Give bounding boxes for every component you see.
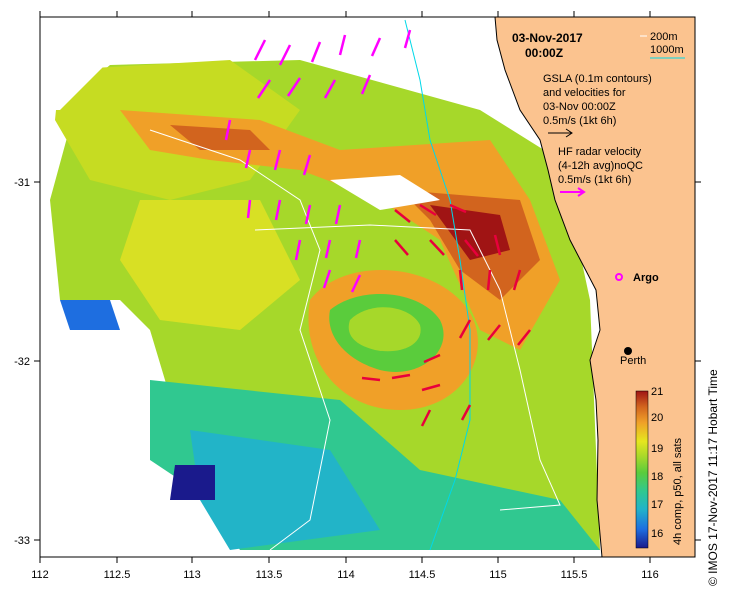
plot-frame [39, 16, 696, 558]
radar-arrow [246, 199, 252, 219]
gsla-arrow [487, 324, 501, 341]
gsla-legend-line2: and velocities for [543, 87, 626, 99]
gsla-legend-line3: 03-Nov 00:00Z [543, 101, 616, 113]
gsla-arrow [391, 373, 411, 380]
radar-arrow [224, 119, 232, 141]
colorbar-tick: 20 [651, 412, 663, 424]
x-tick-label: 114 [337, 569, 355, 581]
gsla-arrow [394, 239, 409, 256]
x-tick-label: 116 [641, 569, 659, 581]
radar-arrow [310, 41, 322, 63]
gsla-arrow [517, 329, 531, 346]
radar-arrow [244, 149, 252, 169]
y-tick-label: -32 [14, 356, 30, 368]
gsla-arrow [493, 234, 502, 256]
radar-arrow [304, 204, 312, 225]
y-axis [34, 181, 701, 541]
map-date: 03-Nov-2017 [512, 31, 583, 45]
hf-scale-arrow [560, 187, 586, 197]
radar-arrow [302, 154, 312, 176]
gsla-legend-scale: 0.5m/s (1kt 6h) [543, 115, 616, 127]
gsla-arrow [464, 239, 479, 257]
radar-arrow [334, 204, 342, 225]
radar-arrow [360, 74, 372, 95]
gsla-arrow [429, 239, 445, 256]
y-tick-label: -33 [14, 535, 30, 547]
gsla-arrow [420, 409, 432, 427]
gsla-vectors [361, 203, 531, 427]
contour-200m [149, 129, 331, 551]
gsla-arrow [458, 319, 472, 339]
gsla-arrow [486, 269, 492, 291]
colorbar-tick: 18 [651, 471, 663, 483]
argo-marker-icon [615, 273, 623, 281]
x-tick-label: 112 [31, 569, 49, 581]
colorbar [635, 390, 649, 549]
gsla-arrow [458, 269, 464, 291]
radar-arrow [286, 77, 302, 97]
radar-arrow [403, 29, 412, 49]
gsla-arrow [421, 383, 441, 392]
colorbar-tick: 17 [651, 499, 663, 511]
perth-label: Perth [620, 355, 646, 367]
gsla-arrow [423, 353, 441, 364]
x-tick-label: 113.5 [256, 569, 283, 581]
gsla-arrow [361, 376, 381, 382]
gsla-legend-line1: GSLA (0.1m contours) [543, 73, 652, 85]
radar-arrow [253, 39, 267, 61]
hf-legend-line1: HF radar velocity [558, 146, 642, 158]
radar-arrow [322, 269, 332, 289]
argo-label: Argo [633, 272, 659, 284]
perth-marker-icon [624, 347, 632, 355]
gsla-arrow [449, 203, 467, 214]
x-tick-label: 115.5 [561, 569, 588, 581]
legend-200m: 200m [650, 31, 678, 43]
radar-arrow [323, 79, 337, 99]
radar-arrow [338, 34, 347, 56]
radar-arrow [324, 239, 332, 259]
radar-arrow [278, 44, 292, 66]
colorbar-tick: 21 [651, 386, 663, 398]
x-tick-label: 114.5 [409, 569, 436, 581]
gsla-arrow [394, 209, 411, 223]
legend-1000m: 1000m [650, 44, 684, 56]
depth-contours [149, 19, 561, 551]
credit-text: © IMOS 17-Nov-2017 11:17 Hobart Time [706, 369, 720, 586]
hf-legend-line2: (4-12h avg)noQC [558, 160, 643, 172]
radar-arrow [256, 79, 272, 99]
radar-arrow [273, 149, 282, 171]
radar-arrow [354, 239, 362, 259]
x-tick-label: 113 [183, 569, 201, 581]
gsla-scale-arrow [548, 128, 573, 138]
radar-arrow [370, 37, 382, 57]
map-time: 00:00Z [525, 46, 563, 60]
x-axis [39, 11, 651, 563]
contour-1000m [404, 19, 471, 551]
x-tick-label: 112.5 [104, 569, 131, 581]
colorbar-label: 4h comp, p50, all sats [672, 437, 684, 545]
gsla-arrow [512, 269, 522, 291]
x-tick-label: 115 [489, 569, 507, 581]
radar-arrow [294, 239, 302, 261]
contour-200m-inner [254, 224, 561, 511]
gsla-arrow [460, 404, 472, 421]
y-tick-label: -31 [14, 177, 30, 189]
colorbar-tick: 16 [651, 528, 663, 540]
radar-arrow [350, 274, 362, 293]
hf-legend-scale: 0.5m/s (1kt 6h) [558, 174, 631, 186]
colorbar-tick: 19 [651, 443, 663, 455]
gsla-arrow [419, 203, 437, 217]
hf-radar-vectors [224, 29, 412, 293]
radar-arrow [274, 199, 282, 221]
